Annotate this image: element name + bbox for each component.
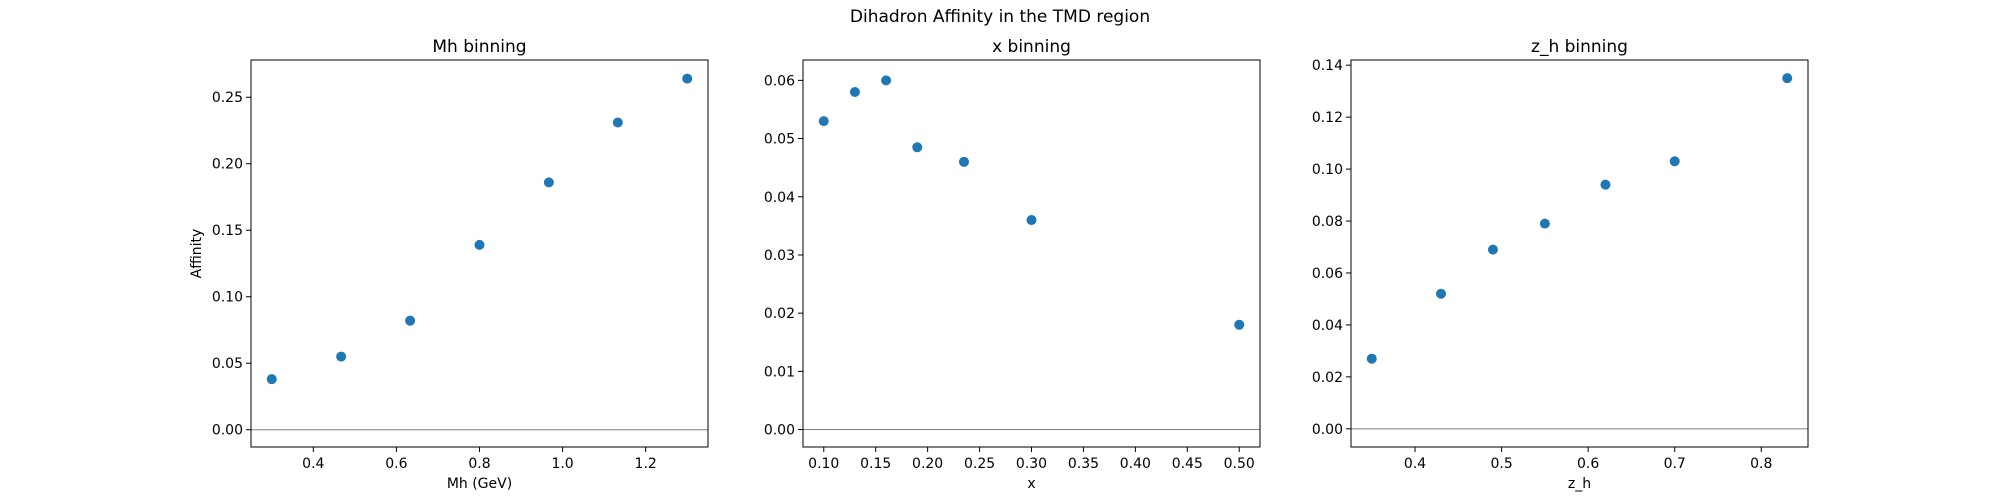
data-point <box>266 374 277 385</box>
data-point <box>849 87 860 98</box>
x-axis-label: Mh (GeV) <box>447 476 512 492</box>
y-tick-label: 0.25 <box>212 90 243 106</box>
axes-frame <box>1350 59 1809 448</box>
x-axis-label: x <box>1027 476 1035 492</box>
x-axis-label: z_h <box>1568 476 1591 492</box>
x-tick-label: 0.8 <box>468 456 490 472</box>
y-tick-label: 0.05 <box>764 132 795 148</box>
y-tick-label: 0.04 <box>1312 318 1343 334</box>
data-point <box>336 351 347 362</box>
y-tick-label: 0.04 <box>764 190 795 206</box>
y-tick-label: 0.03 <box>764 248 795 264</box>
data-point <box>881 75 892 86</box>
data-point <box>1026 215 1037 226</box>
x-tick-label: 0.40 <box>1120 456 1151 472</box>
data-point <box>682 73 693 84</box>
x-tick-label: 1.2 <box>635 456 657 472</box>
y-tick-label: 0.10 <box>212 290 243 306</box>
data-point <box>1600 179 1611 190</box>
x-tick-label: 0.25 <box>964 456 995 472</box>
y-tick-label: 0.20 <box>212 157 243 173</box>
x-tick-label: 0.45 <box>1172 456 1203 472</box>
x-tick-label: 0.10 <box>808 456 839 472</box>
x-tick-label: 0.50 <box>1224 456 1255 472</box>
data-point <box>474 239 485 250</box>
y-tick-label: 0.06 <box>764 73 795 89</box>
data-point <box>958 156 969 167</box>
panel-title: z_h binning <box>1531 37 1628 57</box>
axes-frame <box>250 59 709 448</box>
panel-title: x binning <box>992 37 1071 57</box>
x-tick-label: 0.20 <box>912 456 943 472</box>
data-point <box>1436 288 1447 299</box>
y-tick-label: 0.12 <box>1312 110 1343 126</box>
y-tick-label: 0.15 <box>212 223 243 239</box>
data-point <box>543 177 554 188</box>
x-tick-label: 1.0 <box>551 456 573 472</box>
y-tick-label: 0.00 <box>1312 422 1343 438</box>
data-point <box>818 116 829 127</box>
data-point <box>1366 353 1377 364</box>
x-tick-label: 0.30 <box>1016 456 1047 472</box>
panel-1: Mh binning 0.4 0.6 0.8 1.0 1.2 0.00 0.05 0.10 0.1… <box>189 37 709 492</box>
y-axis-label: Affinity <box>189 229 205 279</box>
data-point <box>1487 244 1498 255</box>
y-tick-label: 0.02 <box>1312 370 1343 386</box>
panels: Mh binning 0.4 0.6 0.8 1.0 1.2 0.00 0.05 0.10 0.1… <box>189 37 1809 492</box>
y-tick-label: 0.00 <box>764 423 795 439</box>
y-tick-label: 0.00 <box>212 423 243 439</box>
data-point <box>405 315 416 326</box>
data-point <box>912 142 923 153</box>
data-point <box>1539 218 1550 229</box>
y-tick-label: 0.06 <box>1312 266 1343 282</box>
data-point <box>1669 156 1680 167</box>
axes-frame <box>802 59 1261 448</box>
data-point <box>612 117 623 128</box>
data-point <box>1782 73 1793 84</box>
y-tick-label: 0.14 <box>1312 58 1343 74</box>
x-tick-label: 0.15 <box>860 456 891 472</box>
x-tick-label: 0.4 <box>302 456 324 472</box>
x-tick-label: 0.6 <box>1577 456 1599 472</box>
y-tick-label: 0.01 <box>764 364 795 380</box>
figure-title: Dihadron Affinity in the TMD region <box>850 7 1150 27</box>
panel-3: z_h binning 0.4 0.5 0.6 0.7 0.8 0.00 0.02 0.04 0.… <box>1312 37 1809 492</box>
panel-2: x binning 0.10 0.15 0.20 0.25 0.30 0.35 0.40 0.4… <box>764 37 1261 492</box>
x-tick-label: 0.6 <box>385 456 407 472</box>
x-tick-label: 0.8 <box>1750 456 1772 472</box>
x-tick-label: 0.5 <box>1490 456 1512 472</box>
y-tick-label: 0.10 <box>1312 162 1343 178</box>
x-tick-label: 0.7 <box>1664 456 1686 472</box>
x-tick-label: 0.35 <box>1068 456 1099 472</box>
x-tick-label: 0.4 <box>1404 456 1426 472</box>
y-tick-label: 0.05 <box>212 356 243 372</box>
data-point <box>1234 319 1245 330</box>
y-tick-label: 0.08 <box>1312 214 1343 230</box>
y-tick-label: 0.02 <box>764 306 795 322</box>
panel-title: Mh binning <box>432 37 526 57</box>
